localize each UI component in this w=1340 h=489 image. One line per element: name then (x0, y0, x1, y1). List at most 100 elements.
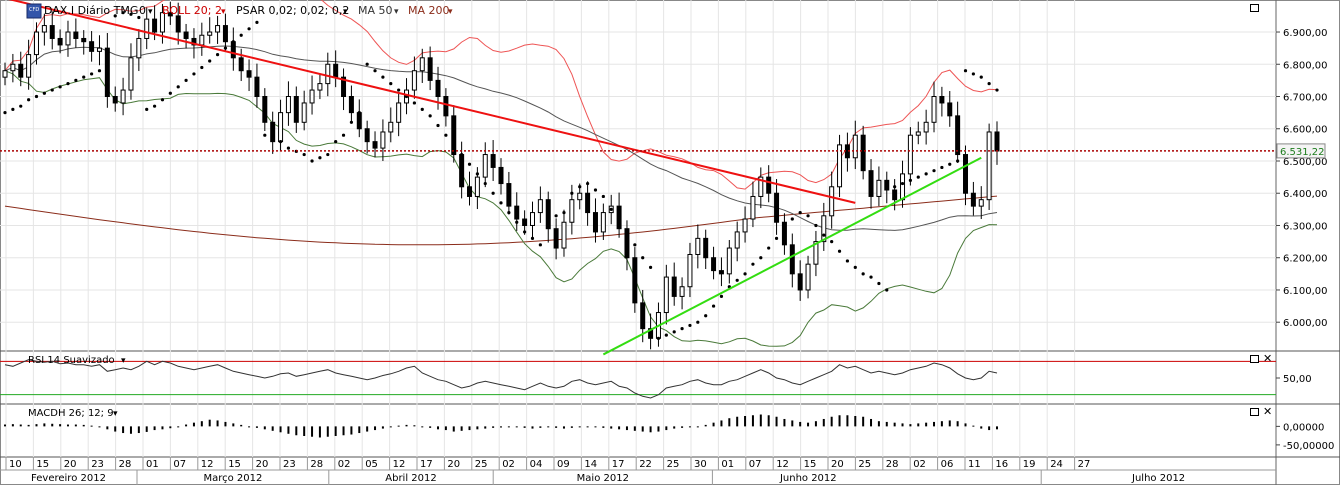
x-month-label: Abril 2012 (385, 473, 436, 484)
x-day-label: 27 (1078, 459, 1091, 470)
x-day-label: 15 (804, 459, 817, 470)
macd-bar (145, 426, 148, 432)
psar-dot (814, 223, 818, 228)
symbol-label[interactable]: DAX.I Diário TMG (44, 4, 138, 17)
candle-body (443, 96, 449, 117)
x-month-label: Março 2012 (203, 473, 262, 484)
macd-bar (870, 418, 873, 427)
psar-dot (208, 59, 212, 63)
macd-bar (82, 424, 85, 427)
x-day-label: 25 (667, 459, 680, 470)
psar-dot (483, 181, 487, 186)
candle-body (821, 215, 827, 243)
psar-dot (680, 327, 684, 331)
candle-body (348, 96, 354, 114)
candle-body (789, 244, 795, 275)
macd-bar (279, 426, 282, 433)
candle-body (199, 34, 205, 46)
candle-body (876, 179, 882, 197)
symbol-dropdown-icon[interactable]: ▾ (148, 7, 153, 17)
psar-dot (617, 220, 621, 224)
svg-text:CFD: CFD (29, 7, 39, 13)
maximize-rsi-icon[interactable] (1250, 355, 1259, 363)
macd-bar (696, 426, 699, 428)
macd-dropdown-icon[interactable]: ▾ (113, 409, 118, 419)
macd-bar (940, 421, 943, 427)
psar-dot (326, 152, 330, 157)
psar-dot (42, 91, 46, 95)
psar-dot (601, 194, 605, 199)
x-day-label: 01 (721, 459, 734, 470)
psar-dot (3, 111, 7, 115)
candle-body (986, 131, 992, 201)
psar-dot (719, 294, 724, 299)
psar-dot (27, 98, 31, 102)
psar-dot (491, 191, 495, 195)
ma50-dropdown-icon[interactable]: ▾ (394, 7, 399, 17)
psar-dot (467, 162, 472, 166)
maximize-main-icon[interactable] (1250, 4, 1259, 12)
psar-dot (34, 94, 39, 99)
macd-bar (263, 426, 266, 430)
candle-body (711, 257, 717, 272)
macd-bar (366, 426, 369, 432)
candle-body (222, 25, 228, 43)
macd-bar (688, 426, 691, 428)
psar-dot (570, 191, 574, 195)
candle-body (522, 218, 528, 226)
psar-dot (137, 15, 141, 20)
candle-body (837, 144, 843, 188)
ma200-dropdown-icon[interactable]: ▾ (448, 7, 453, 17)
x-day-label: 12 (393, 459, 406, 470)
ma50-label[interactable]: MA 50 (358, 4, 393, 17)
candle-body (671, 276, 677, 297)
candle-body (900, 173, 906, 201)
x-day-label: 19 (1023, 459, 1036, 470)
psar-dot (711, 304, 716, 308)
macd-bar (736, 416, 739, 427)
cfd-icon[interactable] (26, 3, 42, 19)
macd-bar (98, 426, 101, 428)
psar-dot (743, 272, 747, 276)
psar-dot (90, 72, 94, 76)
macd-bar (397, 425, 400, 427)
close-rsi-icon[interactable]: ✕ (1263, 352, 1273, 365)
macd-bar (594, 426, 597, 428)
close-macd-icon[interactable]: ✕ (1263, 405, 1273, 418)
candle-body (537, 199, 543, 214)
macd-title[interactable]: MACDH 26; 12; 9 (28, 408, 114, 419)
maximize-macd-icon[interactable] (1250, 408, 1259, 416)
psar-dot (963, 69, 968, 73)
candle-body (498, 166, 504, 185)
psar-dot (397, 88, 401, 92)
macd-bar (232, 423, 235, 427)
boll-dropdown-icon[interactable]: ▾ (221, 7, 226, 17)
macd-bar (807, 422, 810, 427)
psar-dot (853, 265, 857, 269)
macd-bar (43, 423, 46, 427)
macd-bar (791, 420, 794, 427)
boll-label[interactable]: BOLL 20; 2 (162, 4, 222, 17)
macd-bar (862, 416, 865, 427)
psar-dot (302, 152, 306, 157)
rsi-dropdown-icon[interactable]: ▾ (121, 356, 126, 366)
candle-body (963, 154, 969, 194)
macd-bar (877, 421, 880, 427)
macd-bar (673, 426, 676, 429)
psar-dot (145, 107, 149, 112)
ma200-label[interactable]: MA 200 (408, 4, 450, 17)
psar-dot (924, 172, 928, 176)
psar-dropdown-icon[interactable]: ▾ (343, 7, 348, 17)
y-tick-label: 6.800,00 (1283, 60, 1328, 71)
psar-label[interactable]: PSAR 0,02; 0,02; 0,2 (236, 4, 349, 17)
psar-dot (633, 243, 637, 247)
psar-dot (121, 11, 125, 15)
macd-bar (122, 426, 125, 434)
last-price-label: 6.531,22 (1280, 147, 1325, 158)
rsi-title[interactable]: RSI 14 Suavizado (28, 355, 115, 366)
psar-dot (885, 288, 889, 292)
macd-bar (531, 426, 534, 429)
psar-dot (184, 78, 188, 82)
psar-dot (460, 152, 464, 157)
